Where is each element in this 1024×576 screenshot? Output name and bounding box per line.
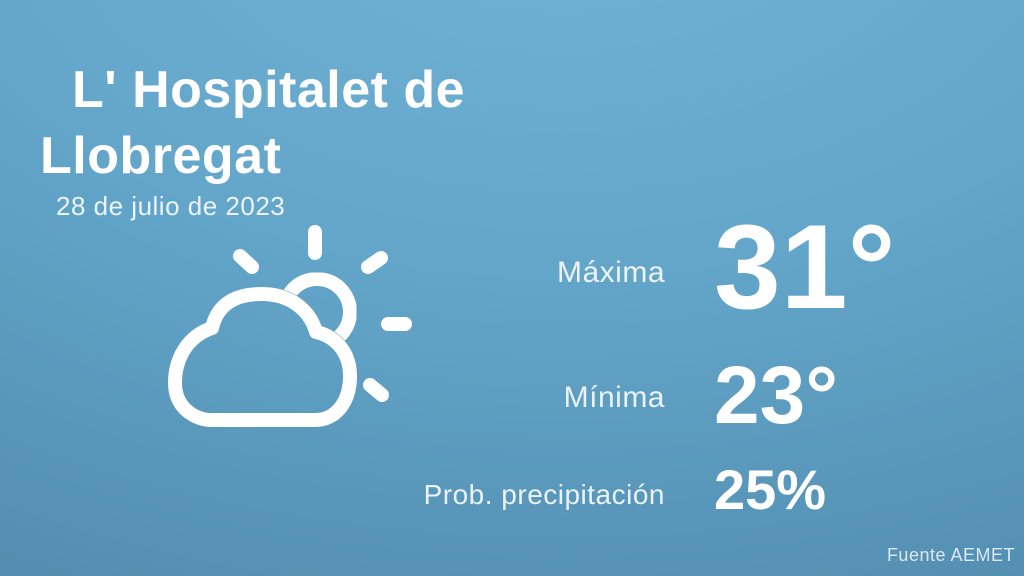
forecast-date: 28 de julio de 2023 <box>56 191 286 221</box>
sun-rays-icon <box>233 225 412 402</box>
sun-icon <box>277 272 357 352</box>
max-temp-label: Máxima <box>556 256 665 289</box>
sun-behind-cloud-icon <box>168 225 412 427</box>
source-attribution: Fuente AEMET <box>886 545 1015 565</box>
cloud-icon <box>168 287 357 427</box>
min-temp-label: Mínima <box>563 381 665 414</box>
min-temp-value: 23° <box>714 350 839 441</box>
location-title: L' Hospitalet de Llobregat <box>40 61 466 185</box>
max-temp-value: 31° <box>714 200 896 334</box>
precipitation-label: Prob. precipitación <box>423 479 665 510</box>
precipitation-value: 25% <box>714 458 827 521</box>
